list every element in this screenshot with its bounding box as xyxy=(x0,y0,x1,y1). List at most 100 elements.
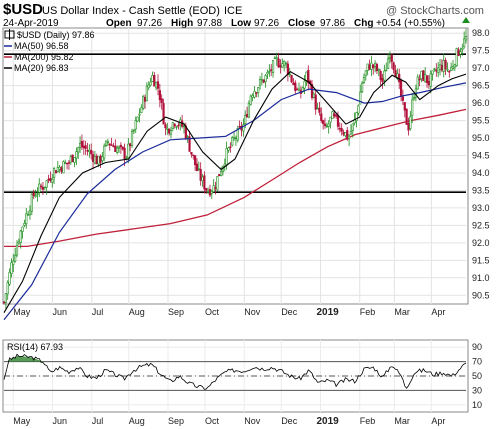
candle-body xyxy=(142,96,145,109)
candle-body xyxy=(438,64,442,70)
candle-body xyxy=(95,155,98,165)
candle-body xyxy=(93,155,97,164)
chart-title: US Dollar Index - Cash Settle (EOD) xyxy=(42,5,220,17)
legend-main: $USD (Daily) 97.86 xyxy=(17,30,95,40)
legend-ma200: MA(200) 95.82 xyxy=(14,52,74,62)
candle-body xyxy=(56,167,59,172)
low-label: Low xyxy=(231,18,251,29)
candle-body xyxy=(58,166,61,170)
candle-body xyxy=(219,171,223,176)
candle-body xyxy=(201,176,204,182)
candle-body xyxy=(348,135,351,139)
rsi-line xyxy=(3,353,467,390)
candle-body xyxy=(318,107,321,113)
candle-body xyxy=(407,123,410,131)
candle-body xyxy=(232,137,236,139)
y-tick-15: 98.0 xyxy=(472,28,490,38)
candle-body xyxy=(383,70,386,81)
candle-body xyxy=(8,271,11,285)
month-top-6: Nov xyxy=(244,307,261,317)
month-top-8: 2019 xyxy=(316,307,339,318)
candle-body xyxy=(249,95,252,105)
candle-body xyxy=(236,128,239,141)
candle-body xyxy=(392,62,395,70)
candle-body xyxy=(262,79,265,83)
candle-body xyxy=(422,70,425,81)
open-label: Open xyxy=(106,18,132,29)
candle-body xyxy=(370,62,373,70)
candle-body xyxy=(368,64,371,70)
candle-body xyxy=(312,93,315,98)
candle-body xyxy=(78,142,82,149)
candle-body xyxy=(10,262,13,275)
candle-body xyxy=(188,136,191,152)
candle-body xyxy=(360,82,364,93)
candle-body xyxy=(12,260,15,265)
month-top-9: Feb xyxy=(360,307,376,317)
candle-body xyxy=(160,98,163,103)
month-top-5: Oct xyxy=(205,307,220,317)
candle-body xyxy=(329,116,332,123)
candle-body xyxy=(351,123,354,131)
candle-body xyxy=(41,187,45,190)
candle-body xyxy=(296,88,299,91)
candle-body xyxy=(355,112,358,121)
y-tick-5: 93.0 xyxy=(472,203,490,213)
price-legend: $USD (Daily) 97.86 MA(50) 96.58 MA(200) … xyxy=(4,29,95,73)
ma20-line-group xyxy=(3,71,467,313)
high-value: 97.88 xyxy=(197,18,222,29)
candle-body xyxy=(388,57,392,59)
candle-body xyxy=(281,63,284,68)
candle-body xyxy=(364,70,367,77)
candle-body xyxy=(277,58,280,68)
month-top-7: Dec xyxy=(281,307,298,317)
candle-body xyxy=(322,120,325,124)
candle-body xyxy=(448,71,451,73)
candle-body xyxy=(116,147,119,153)
candle-body xyxy=(19,230,22,243)
candle-body xyxy=(67,162,71,164)
candle-body xyxy=(307,69,310,84)
candle-body xyxy=(266,72,269,75)
candle-body xyxy=(25,213,28,225)
chg-label: Chg xyxy=(354,18,373,29)
month-bottom-9: Feb xyxy=(360,416,376,426)
rsi-tick-2: 50 xyxy=(472,371,482,381)
candle-body xyxy=(192,154,195,157)
candle-body xyxy=(119,144,122,147)
rsi-overbought-area xyxy=(4,355,466,362)
candle-body xyxy=(427,81,430,86)
candle-body xyxy=(210,191,213,194)
x-axis-labels-top: May Jun Jul Aug Sep Oct Nov Dec 2019 Feb Mar Apr xyxy=(13,307,445,318)
up-arrow-icon xyxy=(462,17,470,23)
candle-body xyxy=(238,126,241,128)
candle-body xyxy=(206,191,210,193)
candle-body xyxy=(205,188,208,191)
candle-body xyxy=(65,162,69,165)
candle-body xyxy=(288,73,291,75)
candle-body xyxy=(38,183,41,193)
candle-body xyxy=(6,282,9,295)
month-bottom-4: Sep xyxy=(168,416,184,426)
candle-body xyxy=(195,163,199,171)
candle-body xyxy=(212,185,215,193)
candle-body xyxy=(86,150,89,152)
horizontal-levels xyxy=(4,53,466,194)
candle-body xyxy=(437,67,440,73)
candle-body xyxy=(420,70,423,79)
candle-body xyxy=(394,69,397,78)
quote-date: 24-Apr-2019 xyxy=(3,18,59,29)
candle-body xyxy=(336,115,340,127)
candle-body xyxy=(27,214,30,216)
candle-body xyxy=(36,193,39,195)
candlesticks xyxy=(2,28,468,310)
candle-body xyxy=(362,77,366,83)
candle-body xyxy=(409,116,412,129)
candle-body xyxy=(4,293,7,303)
rsi-overbought-fill xyxy=(4,355,466,362)
candle-body xyxy=(140,107,143,113)
candle-body xyxy=(127,143,130,158)
candle-body xyxy=(425,75,429,83)
candle-body xyxy=(411,99,414,117)
